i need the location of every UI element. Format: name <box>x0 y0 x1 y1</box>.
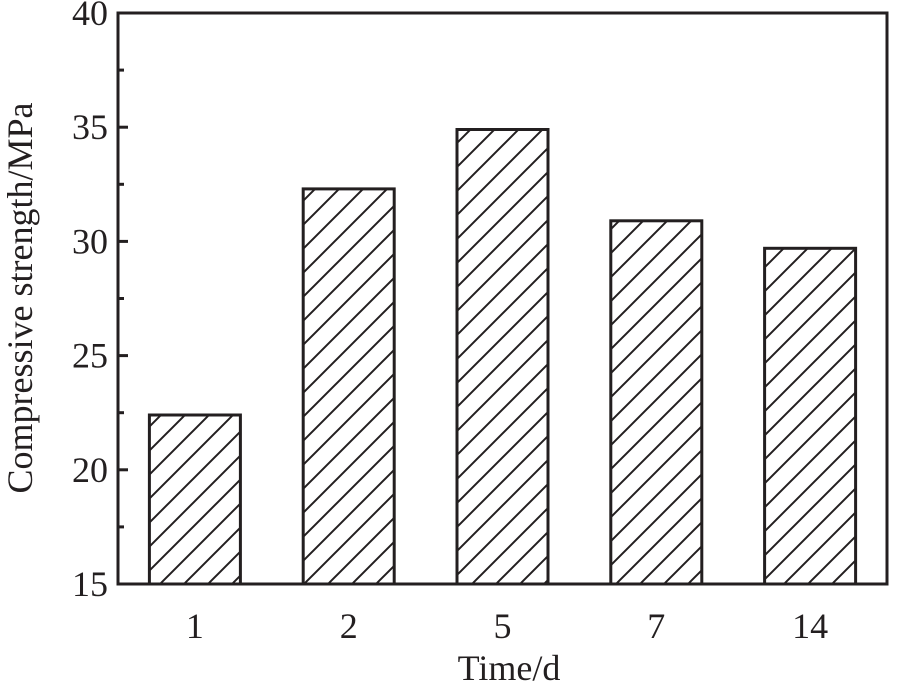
y-tick-label: 40 <box>72 0 108 33</box>
y-tick-label: 15 <box>72 564 108 604</box>
x-tick-label-2: 2 <box>340 606 358 646</box>
y-axis-label: Compressive strength/MPa <box>0 102 40 493</box>
x-tick-label-7: 7 <box>647 606 665 646</box>
bar-2 <box>301 187 396 586</box>
bar-1 <box>147 413 242 586</box>
bar-5 <box>455 128 550 586</box>
bar-7 <box>609 219 704 586</box>
y-tick-label: 30 <box>72 221 108 261</box>
x-tick-label-1: 1 <box>186 606 204 646</box>
x-tick-label-14: 14 <box>792 606 828 646</box>
y-tick-label: 25 <box>72 336 108 376</box>
y-tick-label: 35 <box>72 107 108 147</box>
bar-14 <box>763 246 858 586</box>
x-tick-label-5: 5 <box>494 606 512 646</box>
y-tick-label: 20 <box>72 450 108 490</box>
x-axis-label: Time/d <box>458 648 561 686</box>
